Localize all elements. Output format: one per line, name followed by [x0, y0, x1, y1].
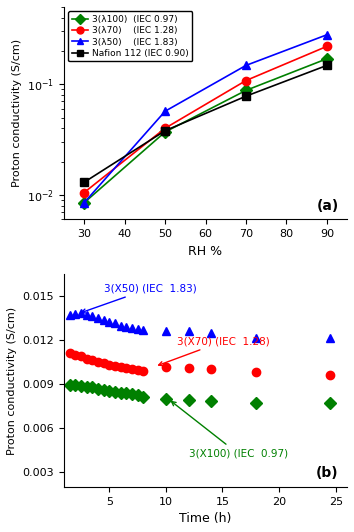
Y-axis label: Proton conductivity (S/cm): Proton conductivity (S/cm) — [12, 39, 22, 187]
Y-axis label: Proton conductivity (S/cm): Proton conductivity (S/cm) — [7, 306, 17, 455]
Text: (b): (b) — [316, 467, 338, 480]
Text: 3(X100) (IEC  0.97): 3(X100) (IEC 0.97) — [172, 402, 288, 459]
Legend: 3(λ100)  (IEC 0.97), 3(λ70)    (IEC 1.28), 3(λ50)    (IEC 1.83), Nafion 112 (IEC: 3(λ100) (IEC 0.97), 3(λ70) (IEC 1.28), 3… — [68, 12, 192, 62]
Text: 3(X70) (IEC  1.28): 3(X70) (IEC 1.28) — [159, 336, 270, 365]
Text: (a): (a) — [316, 199, 338, 213]
X-axis label: Time (h): Time (h) — [179, 512, 232, 525]
Text: 3(X50) (IEC  1.83): 3(X50) (IEC 1.83) — [82, 284, 196, 313]
X-axis label: RH %: RH % — [188, 245, 223, 257]
